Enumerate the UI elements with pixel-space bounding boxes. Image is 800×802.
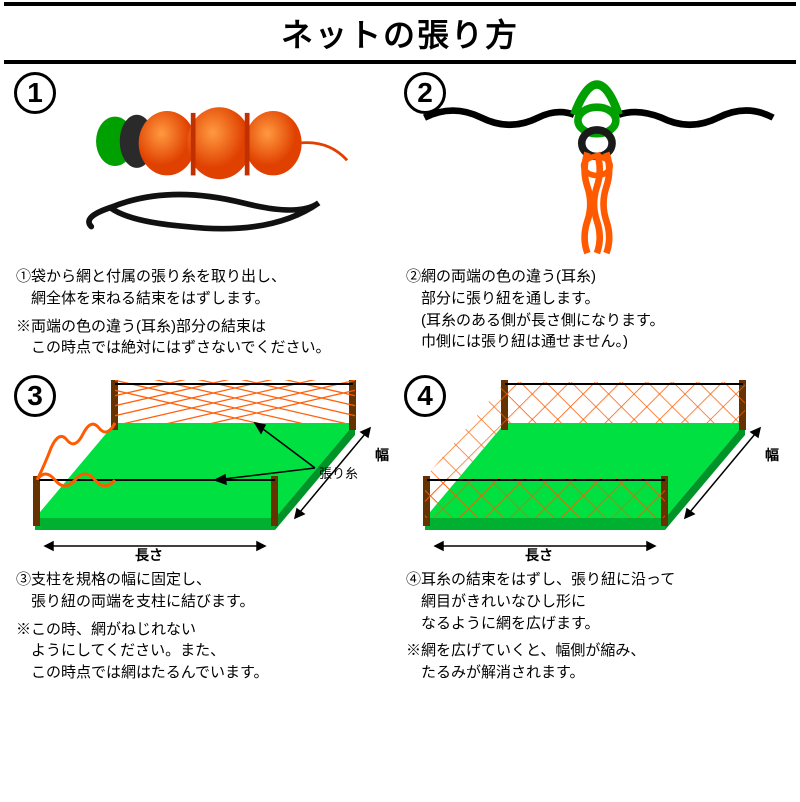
step-3: 3 bbox=[12, 373, 398, 694]
step-2-main: ②網の両端の色の違う(耳糸) 部分に張り紐を通します。 (耳糸のある側が長さ側に… bbox=[406, 266, 784, 353]
step-1-note: ※両端の色の違う(耳糸)部分の結束は この時点では絶対にはずさないでください。 bbox=[16, 316, 394, 360]
step-number-badge: 2 bbox=[404, 72, 446, 114]
label-length: 長さ bbox=[525, 547, 553, 563]
step-1-text: ①袋から網と付属の張り糸を取り出し、 網全体を束ねる結束をはずします。 ※両端の… bbox=[12, 266, 398, 369]
step-4-illustration: 幅 長さ bbox=[402, 373, 788, 563]
step-2-illustration bbox=[402, 70, 788, 260]
step-1: 1 bbox=[12, 70, 398, 369]
label-width: 幅 bbox=[375, 447, 389, 463]
steps-grid: 1 bbox=[0, 70, 800, 694]
step-4-text: ④耳糸の結束をはずし、張り紐に沿って 網目がきれいなひし形に なるように網を広げ… bbox=[402, 569, 788, 694]
step-4: 4 bbox=[402, 373, 788, 694]
step-4-main: ④耳糸の結束をはずし、張り紐に沿って 網目がきれいなひし形に なるように網を広げ… bbox=[406, 569, 784, 634]
step-3-note: ※この時、網がねじれない ようにしてください。また、 この時点では網はたるんでい… bbox=[16, 619, 394, 684]
step-number-badge: 3 bbox=[14, 375, 56, 417]
label-width: 幅 bbox=[765, 447, 779, 463]
step-2: 2 bbox=[402, 70, 788, 369]
step-1-illustration bbox=[12, 70, 398, 260]
step-3-text: ③支柱を規格の幅に固定し、 張り紐の両端を支柱に結びます。 ※この時、網がねじれ… bbox=[12, 569, 398, 694]
step-1-main: ①袋から網と付属の張り糸を取り出し、 網全体を束ねる結束をはずします。 bbox=[16, 266, 394, 310]
step-number-badge: 4 bbox=[404, 375, 446, 417]
step-2-text: ②網の両端の色の違う(耳糸) 部分に張り紐を通します。 (耳糸のある側が長さ側に… bbox=[402, 266, 788, 363]
step-3-main: ③支柱を規格の幅に固定し、 張り紐の両端を支柱に結びます。 bbox=[16, 569, 394, 613]
step-3-illustration: 幅 長さ 張り糸 bbox=[12, 373, 398, 563]
page-title: ネットの張り方 bbox=[4, 2, 796, 64]
label-length: 長さ bbox=[135, 547, 163, 563]
label-string: 張り糸 bbox=[319, 466, 358, 481]
step-number-badge: 1 bbox=[14, 72, 56, 114]
step-4-note: ※網を広げていくと、幅側が縮み、 たるみが解消されます。 bbox=[406, 640, 784, 684]
